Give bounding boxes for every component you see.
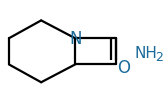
Text: NH: NH: [134, 46, 157, 60]
Text: N: N: [69, 30, 81, 48]
Text: 2: 2: [155, 50, 163, 63]
Text: O: O: [117, 58, 130, 76]
